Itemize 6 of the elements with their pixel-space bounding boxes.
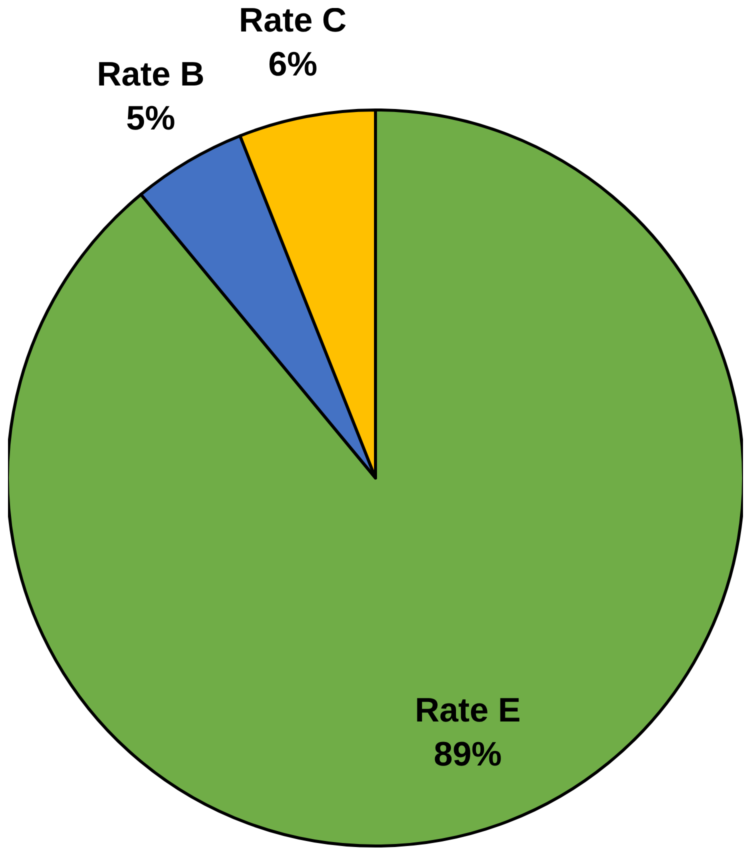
slice-label: Rate E xyxy=(414,692,521,730)
data-label: 89% xyxy=(434,736,502,774)
slice-label: Rate B xyxy=(96,55,205,94)
data-label: 6% xyxy=(268,46,318,84)
data-label: 5% xyxy=(126,99,176,138)
slice-label: Rate C xyxy=(238,2,347,40)
